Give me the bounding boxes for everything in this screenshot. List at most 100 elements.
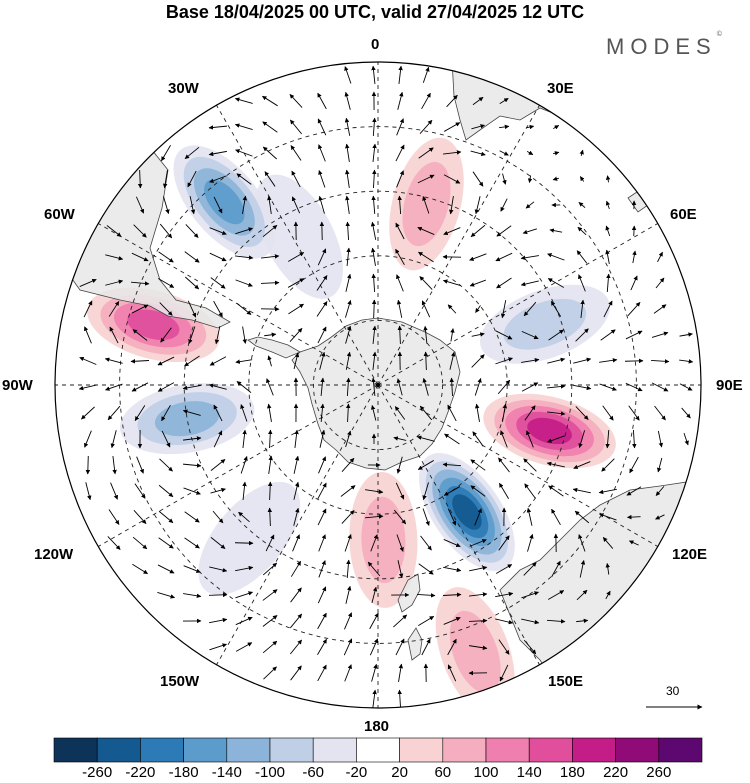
wind-arrow [395, 638, 405, 656]
wind-arrow [208, 592, 228, 598]
anomaly-level [402, 161, 451, 247]
lon-label-90w: 90W [2, 377, 33, 394]
wind-arrow [525, 201, 535, 209]
wind-arrow [264, 171, 276, 187]
wind-arrow [79, 278, 97, 287]
copyright-mark: © [716, 30, 722, 38]
wind-arrow [212, 510, 224, 524]
colorbar-tick-label: -60 [302, 764, 325, 781]
wind-arrow [546, 461, 565, 468]
colorbar-swatch [442, 737, 487, 763]
meridian-line [377, 105, 540, 386]
wind-arrow [107, 536, 121, 550]
colorbar-swatch [528, 737, 573, 763]
wind-arrow [346, 559, 351, 579]
wind-arrow [235, 149, 253, 157]
colorbar-swatch [312, 737, 357, 763]
wind-arrow [214, 326, 221, 345]
wind-arrow [317, 248, 327, 266]
wind-arrow [289, 119, 303, 135]
wind-arrow [629, 456, 639, 474]
wind-arrow [289, 639, 303, 655]
wind-arrow [679, 359, 694, 364]
wind-arrow [184, 537, 200, 549]
wind-arrow [521, 330, 539, 340]
wind-arrow [578, 274, 586, 292]
meridian-line [98, 384, 379, 547]
wind-arrow [474, 508, 482, 526]
wind-arrow [605, 175, 611, 183]
wind-arrow [131, 304, 149, 314]
wind-arrow [601, 458, 615, 472]
wind-arrow [345, 325, 352, 344]
wind-arrow [344, 612, 353, 630]
colorbar-tick-label: -180 [168, 764, 199, 781]
brand-logo: MODES© [606, 30, 722, 60]
wind-arrow [657, 430, 664, 448]
wind-arrow [547, 357, 566, 364]
wind-arrow [523, 562, 537, 576]
wind-arrow [158, 510, 174, 524]
wind-arrow [236, 381, 252, 393]
anomaly-level [127, 309, 180, 340]
wind-arrow [497, 379, 511, 395]
wind-arrow [521, 382, 539, 392]
wind-arrow [395, 222, 405, 240]
colorbar-tick-label: 180 [559, 764, 585, 781]
wind-arrow [240, 404, 248, 422]
wind-arrow [184, 146, 200, 160]
wind-arrow [474, 378, 482, 396]
wind-arrow [137, 169, 143, 189]
wind-arrow [136, 456, 144, 474]
wind-arrow [599, 513, 617, 521]
wind-arrow [471, 332, 485, 337]
wind-arrow [183, 436, 202, 441]
wind-arrow [371, 195, 376, 215]
wind-arrow [653, 304, 667, 314]
wind-arrow [681, 407, 691, 419]
wind-arrow [132, 563, 149, 575]
wind-arrow [474, 403, 480, 422]
wind-arrow [291, 170, 301, 188]
wind-arrow [369, 638, 379, 656]
wind-arrow [293, 352, 300, 370]
wind-arrow [112, 456, 117, 475]
wind-arrow [159, 458, 173, 472]
wind-arrow [213, 430, 223, 448]
wind-arrow [421, 638, 431, 656]
wind-arrow [447, 304, 457, 314]
wind-arrow [423, 325, 428, 344]
wind-arrow [183, 487, 201, 495]
wind-arrow [443, 566, 462, 573]
wind-arrow [84, 326, 92, 344]
wind-arrow [418, 616, 435, 626]
wind-arrow [235, 565, 254, 572]
wind-arrow [523, 458, 537, 472]
wind-arrow [502, 173, 507, 185]
wind-arrow [579, 149, 584, 157]
wind-arrow [655, 486, 665, 496]
wind-arrow [209, 252, 227, 262]
wind-arrow [318, 195, 325, 214]
wind-arrow [268, 429, 273, 449]
meridian-line [377, 384, 658, 547]
wind-arrow [293, 481, 300, 500]
wind-arrow [499, 664, 509, 682]
wind-arrow [213, 300, 223, 318]
wind-arrow [372, 143, 377, 162]
wind-arrow [500, 198, 508, 212]
wind-arrow [157, 591, 176, 599]
wind-arrow [371, 586, 378, 603]
wind-arrow [500, 430, 508, 448]
wind-arrow [472, 431, 484, 447]
wind-vectors [78, 65, 694, 708]
wind-arrow [651, 331, 669, 338]
wind-arrow [396, 378, 403, 396]
wind-arrow [372, 325, 377, 344]
wind-arrow [449, 377, 454, 397]
wind-arrow [236, 173, 252, 185]
wind-arrow [162, 170, 168, 189]
wind-arrow [630, 275, 638, 291]
wind-arrow [417, 174, 435, 184]
wind-arrow [471, 354, 485, 368]
